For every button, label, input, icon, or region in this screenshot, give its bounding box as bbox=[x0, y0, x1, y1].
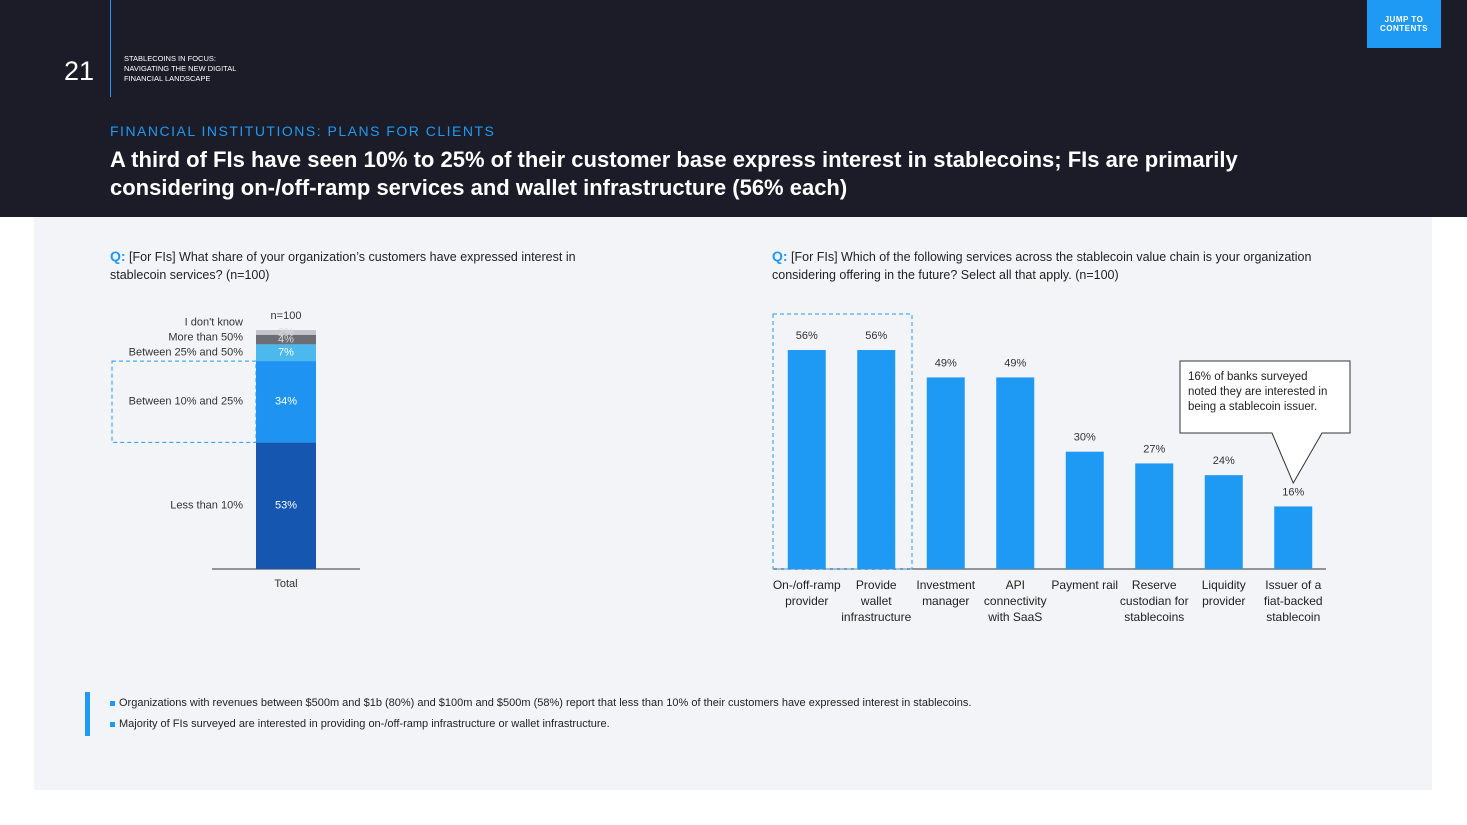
bar-segment bbox=[256, 361, 316, 443]
jump-button-label[interactable]: JUMP TO CONTENTS bbox=[1380, 15, 1428, 33]
value-label: 56% bbox=[865, 330, 887, 342]
question-marker: Q: bbox=[772, 248, 788, 264]
notes-bar bbox=[85, 692, 90, 736]
notes: Organizations with revenues between $500… bbox=[110, 693, 971, 735]
legend-label: Between 10% and 25% bbox=[129, 396, 244, 408]
x-tick-label: API connectivity with SaaS bbox=[983, 578, 1047, 624]
legend-label: Between 25% and 50% bbox=[129, 347, 244, 359]
legend-label: More than 50% bbox=[168, 332, 243, 344]
value-label: 24% bbox=[1213, 455, 1235, 467]
x-tick-label: Total bbox=[274, 578, 297, 590]
x-tick-label: Reserve custodian for stablecoins bbox=[1119, 578, 1189, 624]
bar bbox=[996, 377, 1035, 569]
note: Organizations with revenues between $500… bbox=[110, 693, 971, 714]
bar bbox=[1204, 475, 1243, 569]
section-label: FINANCIAL INSTITUTIONS: PLANS FOR CLIENT… bbox=[110, 123, 496, 139]
bar-segment bbox=[256, 330, 316, 335]
note-text: Majority of FIs surveyed are interested … bbox=[119, 718, 610, 730]
x-tick-label: Issuer of a fiat-backed stablecoin bbox=[1263, 578, 1323, 624]
bar-segment bbox=[256, 442, 316, 569]
note-text: Organizations with revenues between $500… bbox=[119, 697, 972, 709]
bar bbox=[1135, 463, 1174, 569]
bullet bbox=[110, 700, 115, 706]
legend-label: I don't know bbox=[185, 317, 243, 329]
x-tick-label: On-/off-ramp provider bbox=[772, 578, 841, 608]
value-label: 30% bbox=[1074, 432, 1096, 444]
jump-button[interactable]: JUMP TO CONTENTS bbox=[1367, 0, 1441, 48]
bar bbox=[1274, 506, 1313, 569]
bar bbox=[1065, 451, 1104, 569]
value-label: 4% bbox=[278, 333, 294, 345]
value-label: 27% bbox=[1143, 443, 1165, 455]
callout-box bbox=[1179, 360, 1351, 485]
value-label: 56% bbox=[796, 330, 818, 342]
question: Q: [For FIs] What share of your organiza… bbox=[110, 247, 630, 284]
divider bbox=[110, 0, 111, 97]
highlight-box bbox=[111, 360, 257, 443]
question-text: [For FIs] Which of the following service… bbox=[772, 250, 1312, 282]
bar bbox=[857, 350, 896, 569]
note: Majority of FIs surveyed are interested … bbox=[110, 714, 971, 735]
bar bbox=[926, 377, 965, 569]
question: Q: [For FIs] Which of the following serv… bbox=[772, 247, 1362, 284]
value-label: 53% bbox=[275, 500, 297, 512]
x-tick-label: Liquidity provider bbox=[1201, 578, 1246, 608]
question-text: [For FIs] What share of your organizatio… bbox=[110, 250, 576, 282]
x-tick-label: Payment rail bbox=[1051, 578, 1119, 592]
question-marker: Q: bbox=[110, 248, 126, 264]
sample-label: n=100 bbox=[271, 310, 302, 322]
header bbox=[0, 0, 1467, 217]
page-number: 21 bbox=[64, 56, 95, 86]
bullet bbox=[110, 721, 115, 727]
bar bbox=[787, 350, 826, 569]
value-label: 49% bbox=[1004, 357, 1026, 369]
value-label: 49% bbox=[935, 357, 957, 369]
highlight-box bbox=[772, 313, 913, 570]
value-label: 16% bbox=[1282, 486, 1304, 498]
headline: A third of FIs have seen 10% to 25% of t… bbox=[110, 147, 1238, 200]
callout: 16% of banks surveyed noted they are int… bbox=[1188, 371, 1328, 413]
x-tick-label: Provide wallet infrastructure bbox=[841, 578, 912, 624]
value-label: 2% bbox=[278, 326, 294, 338]
x-tick-label: Investment manager bbox=[916, 578, 976, 608]
legend-label: Less than 10% bbox=[170, 500, 243, 512]
bar-segment bbox=[256, 334, 316, 345]
bar-segment bbox=[256, 344, 316, 362]
report-title: STABLECOINS IN FOCUS: NAVIGATING THE NEW… bbox=[124, 54, 237, 83]
value-label: 34% bbox=[275, 396, 297, 408]
value-label: 7% bbox=[278, 347, 294, 359]
